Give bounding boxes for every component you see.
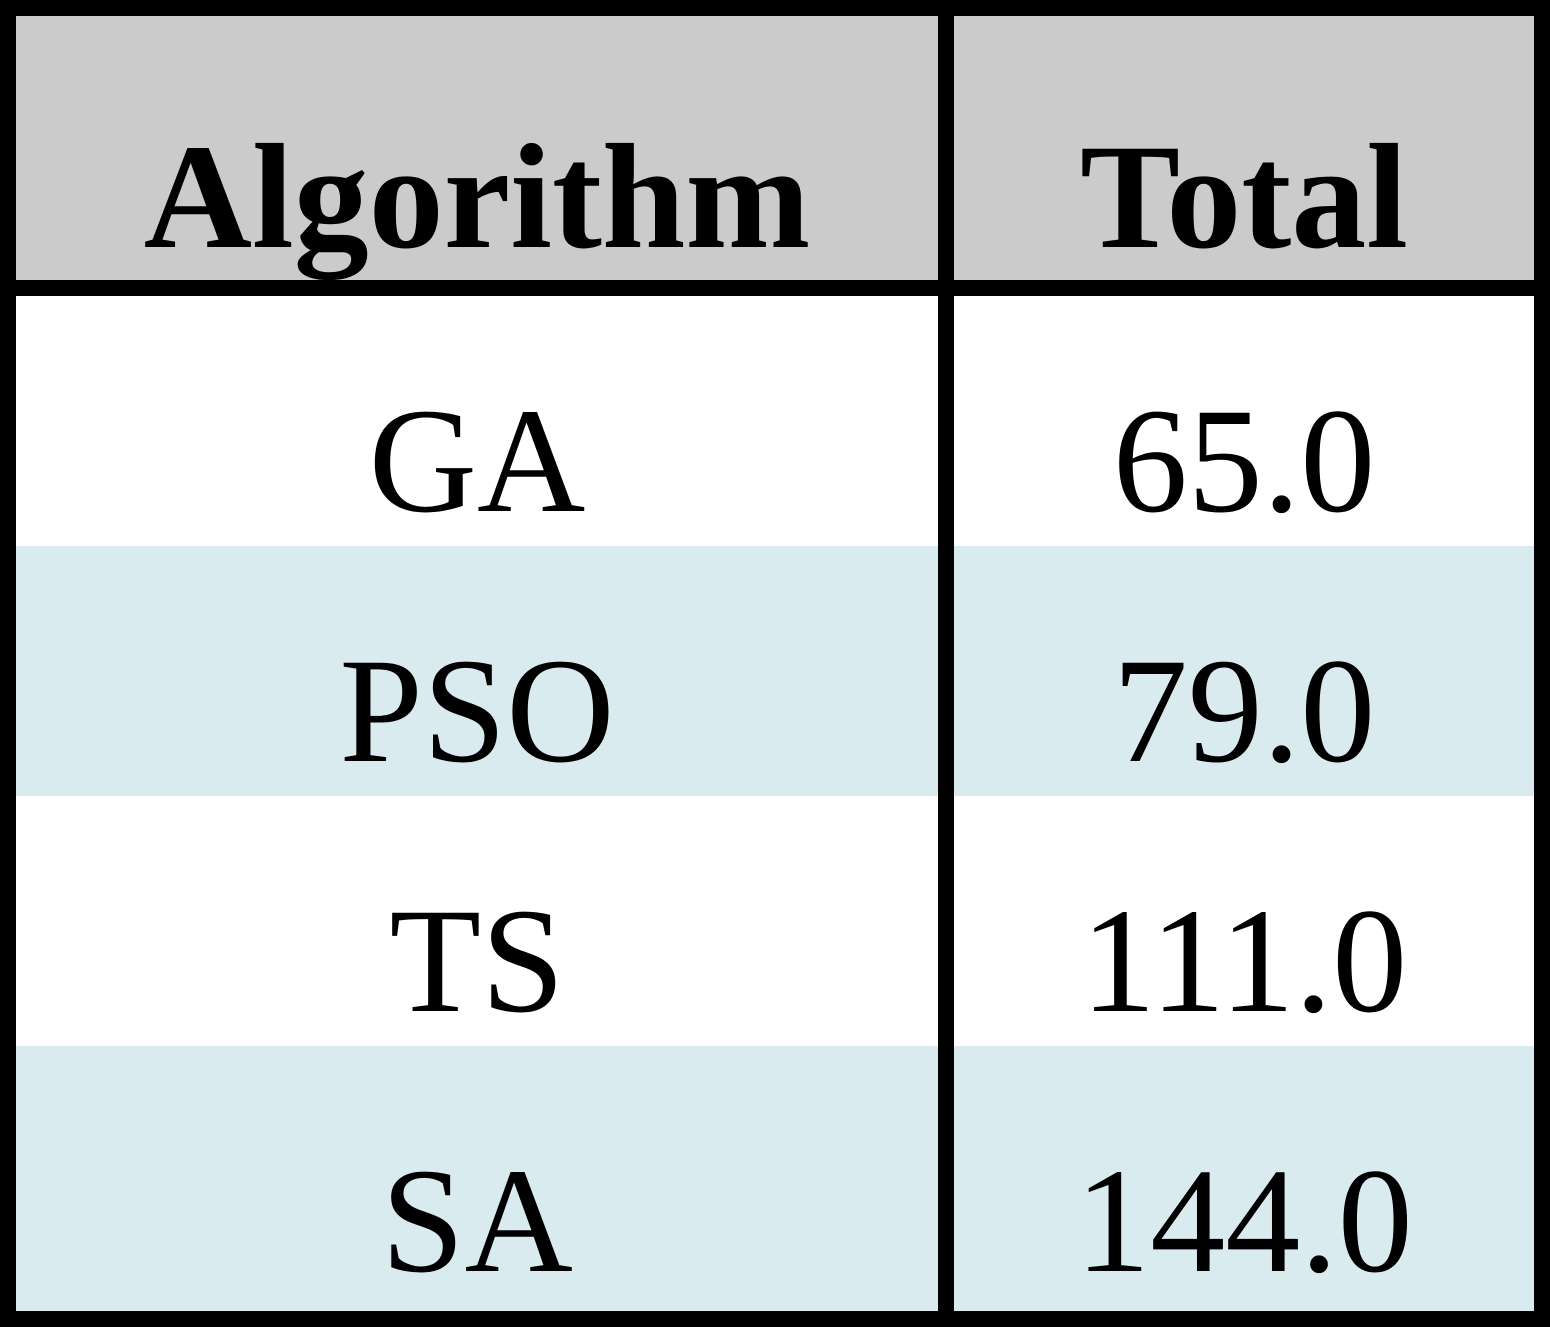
header-text: Algorithm — [143, 114, 811, 280]
table-cell: PSO — [16, 546, 938, 796]
cell-text: 65.0 — [1112, 378, 1376, 544]
cell-text: 144.0 — [1075, 1138, 1413, 1304]
cell-text: TS — [389, 878, 565, 1044]
cell-text: GA — [368, 378, 586, 544]
header-cell: Algorithm — [16, 16, 938, 280]
table-cell: SA — [16, 1046, 938, 1311]
cell-text: 111.0 — [1080, 878, 1408, 1044]
table-cell: 65.0 — [954, 296, 1534, 546]
table-cell: TS — [16, 796, 938, 1046]
table-cell: 144.0 — [954, 1046, 1534, 1311]
cell-text: 79.0 — [1112, 628, 1376, 794]
table-cell: 111.0 — [954, 796, 1534, 1046]
table-cell: 79.0 — [954, 546, 1534, 796]
cell-text: SA — [381, 1138, 573, 1304]
cell-text: PSO — [339, 628, 615, 794]
header-cell: Total — [954, 16, 1534, 280]
table-cell: GA — [16, 296, 938, 546]
header-text: Total — [1080, 114, 1408, 280]
